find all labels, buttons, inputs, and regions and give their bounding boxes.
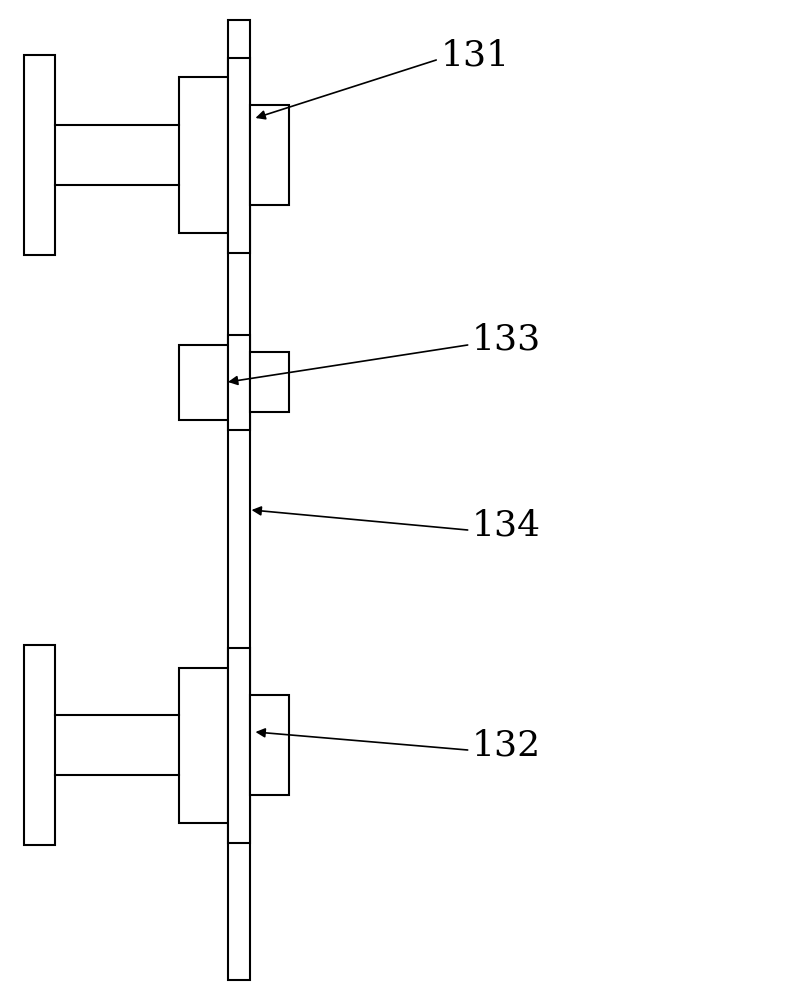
Bar bbox=[179, 78, 228, 232]
Bar bbox=[250, 352, 289, 412]
Text: 133: 133 bbox=[472, 323, 541, 357]
Bar bbox=[24, 55, 55, 255]
Text: 134: 134 bbox=[472, 508, 541, 542]
Bar bbox=[24, 645, 55, 845]
Bar bbox=[228, 334, 250, 430]
Bar bbox=[250, 105, 289, 205]
Bar bbox=[228, 58, 250, 253]
Text: 131: 131 bbox=[440, 38, 509, 72]
Bar bbox=[250, 695, 289, 795]
Bar bbox=[179, 344, 228, 420]
Bar bbox=[228, 648, 250, 842]
Bar bbox=[179, 668, 228, 822]
Text: 132: 132 bbox=[472, 728, 541, 762]
Bar bbox=[228, 20, 250, 980]
